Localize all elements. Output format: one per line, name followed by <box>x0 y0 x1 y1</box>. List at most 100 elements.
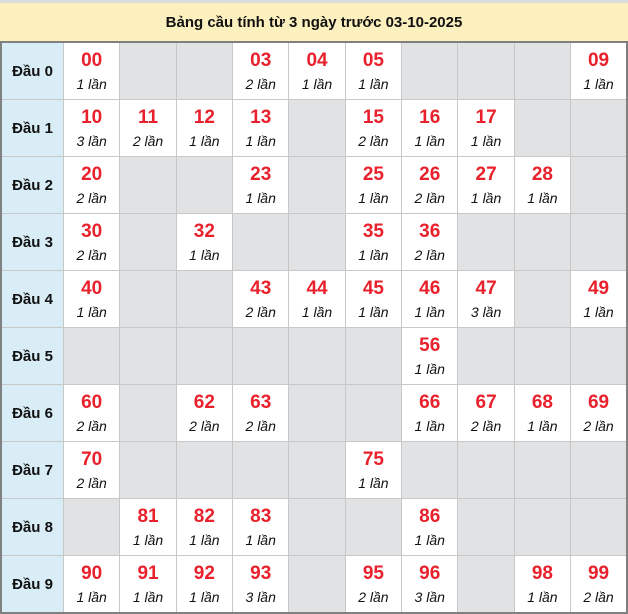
empty-cell <box>232 441 290 499</box>
lotto-number: 99 <box>587 563 610 584</box>
occurrence-count: 1 lần <box>76 76 107 92</box>
lotto-number: 82 <box>193 506 215 527</box>
empty-cell <box>401 441 459 499</box>
number-cell: 56 1 lần <box>401 327 459 385</box>
number-cell: 43 2 lần <box>232 270 290 328</box>
lotto-number: 49 <box>587 278 610 299</box>
row-label: Đầu 6 <box>0 384 64 442</box>
occurrence-count: 1 lần <box>414 361 445 377</box>
occurrence-count: 1 lần <box>189 589 220 605</box>
lotto-number: 03 <box>250 50 272 71</box>
empty-cell <box>513 441 572 499</box>
occurrence-count: 1 lần <box>301 304 333 320</box>
number-cell: 93 3 lần <box>232 555 290 614</box>
occurrence-count: 1 lần <box>583 76 614 92</box>
table-row: Đầu 6 60 2 lần 62 2 lần 63 2 lần 66 1 lần 67 2 lần… <box>0 384 628 442</box>
empty-cell <box>62 498 121 556</box>
occurrence-count: 1 lần <box>358 475 389 491</box>
empty-cell <box>513 41 572 100</box>
number-cell: 30 2 lần <box>62 213 121 271</box>
occurrence-count: 3 lần <box>76 133 107 149</box>
row-label: Đầu 4 <box>0 270 64 328</box>
lotto-number: 23 <box>250 164 272 185</box>
number-cell: 44 1 lần <box>288 270 346 328</box>
empty-cell <box>513 99 572 157</box>
lotto-number: 67 <box>475 392 497 413</box>
occurrence-count: 1 lần <box>358 190 389 206</box>
empty-cell <box>288 327 346 385</box>
empty-cell <box>457 41 515 100</box>
row-label: Đầu 0 <box>0 41 64 100</box>
occurrence-count: 1 lần <box>245 133 276 149</box>
lotto-number: 25 <box>362 164 384 185</box>
table-row: Đầu 0 00 1 lần 03 2 lần 04 1 lần 05 1 lần 09 1 lần <box>0 41 628 100</box>
number-cell: 12 1 lần <box>175 99 234 157</box>
number-cell: 95 2 lần <box>344 555 403 614</box>
lotto-number: 98 <box>531 563 553 584</box>
empty-cell <box>119 41 177 100</box>
number-cell: 67 2 lần <box>457 384 515 442</box>
number-cell: 83 1 lần <box>232 498 290 556</box>
number-cell: 25 1 lần <box>344 156 403 214</box>
occurrence-count: 1 lần <box>527 190 558 206</box>
occurrence-count: 2 lần <box>76 190 107 206</box>
lotto-number: 95 <box>362 563 384 584</box>
row-label: Đầu 3 <box>0 213 64 271</box>
empty-cell <box>119 384 177 442</box>
occurrence-count: 1 lần <box>414 532 445 548</box>
row-label: Đầu 9 <box>0 555 64 614</box>
number-cell: 05 1 lần <box>344 41 403 100</box>
number-cell: 04 1 lần <box>288 41 346 100</box>
table-row: Đầu 3 30 2 lần 32 1 lần 35 1 lần 36 2 lần <box>0 213 628 271</box>
lotto-number: 83 <box>250 506 272 527</box>
lotto-number: 32 <box>193 221 215 242</box>
lotto-number: 04 <box>306 50 328 71</box>
occurrence-count: 1 lần <box>414 304 445 320</box>
lotto-number: 43 <box>250 278 272 299</box>
occurrence-count: 2 lần <box>132 133 164 149</box>
number-cell: 35 1 lần <box>344 213 403 271</box>
lotto-number: 12 <box>193 107 215 128</box>
occurrence-count: 2 lần <box>76 418 107 434</box>
number-cell: 99 2 lần <box>570 555 628 614</box>
empty-cell <box>175 41 234 100</box>
occurrence-count: 1 lần <box>76 589 107 605</box>
empty-cell <box>570 327 628 385</box>
empty-cell <box>288 213 346 271</box>
number-cell: 69 2 lần <box>570 384 628 442</box>
number-cell: 15 2 lần <box>344 99 403 157</box>
lotto-number: 00 <box>81 50 103 71</box>
empty-cell <box>457 441 515 499</box>
empty-cell <box>62 327 121 385</box>
empty-cell <box>119 441 177 499</box>
empty-cell <box>457 498 515 556</box>
table-row: Đầu 4 40 1 lần 43 2 lần 44 1 lần 45 1 lần 46 1 lần… <box>0 270 628 328</box>
occurrence-count: 1 lần <box>301 76 333 92</box>
row-label: Đầu 8 <box>0 498 64 556</box>
row-label: Đầu 1 <box>0 99 64 157</box>
occurrence-count: 1 lần <box>470 190 502 206</box>
lotto-number: 45 <box>362 278 384 299</box>
number-cell: 32 1 lần <box>175 213 234 271</box>
table-title: Bảng cầu tính từ 3 ngày trước 03-10-2025 <box>0 3 628 42</box>
occurrence-count: 3 lần <box>414 589 445 605</box>
occurrence-count: 1 lần <box>414 418 445 434</box>
empty-cell <box>570 498 628 556</box>
occurrence-count: 1 lần <box>189 247 220 263</box>
cau-table: Đầu 0 00 1 lần 03 2 lần 04 1 lần 05 1 lần 09 1 lần… <box>0 41 628 614</box>
occurrence-count: 1 lần <box>245 190 276 206</box>
occurrence-count: 1 lần <box>358 304 389 320</box>
occurrence-count: 2 lần <box>414 190 445 206</box>
lotto-number: 60 <box>81 392 103 413</box>
lotto-number: 93 <box>250 563 272 584</box>
row-label: Đầu 5 <box>0 327 64 385</box>
empty-cell <box>288 555 346 614</box>
occurrence-count: 1 lần <box>527 418 558 434</box>
lotto-number: 70 <box>81 449 103 470</box>
number-cell: 96 3 lần <box>401 555 459 614</box>
occurrence-count: 2 lần <box>358 133 389 149</box>
number-cell: 09 1 lần <box>570 41 628 100</box>
number-cell: 17 1 lần <box>457 99 515 157</box>
number-cell: 03 2 lần <box>232 41 290 100</box>
